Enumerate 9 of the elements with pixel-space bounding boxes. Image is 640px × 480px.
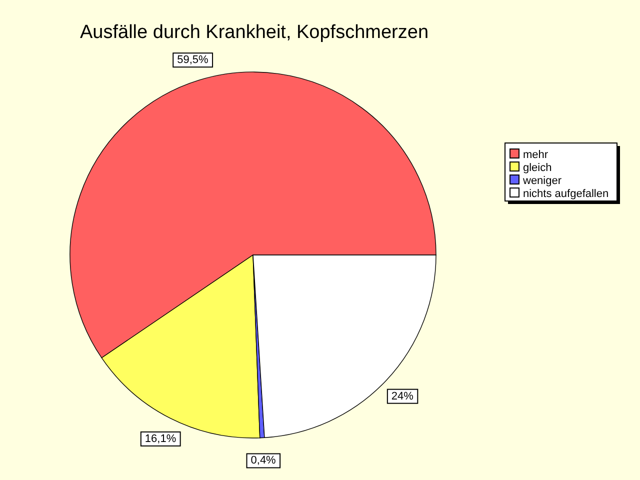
legend-label: gleich: [523, 162, 552, 174]
data-label: 0,4%: [250, 454, 276, 467]
legend-label: weniger: [522, 175, 562, 187]
chart-title: Ausfälle durch Krankheit, Kopfschmerzen: [80, 22, 429, 43]
data-label: 59,5%: [177, 54, 209, 66]
data-label: 16,1%: [144, 432, 176, 445]
data-label: 24%: [391, 390, 414, 402]
legend-label: mehr: [523, 149, 548, 161]
legend-label: nichts aufgefallen: [523, 188, 609, 200]
